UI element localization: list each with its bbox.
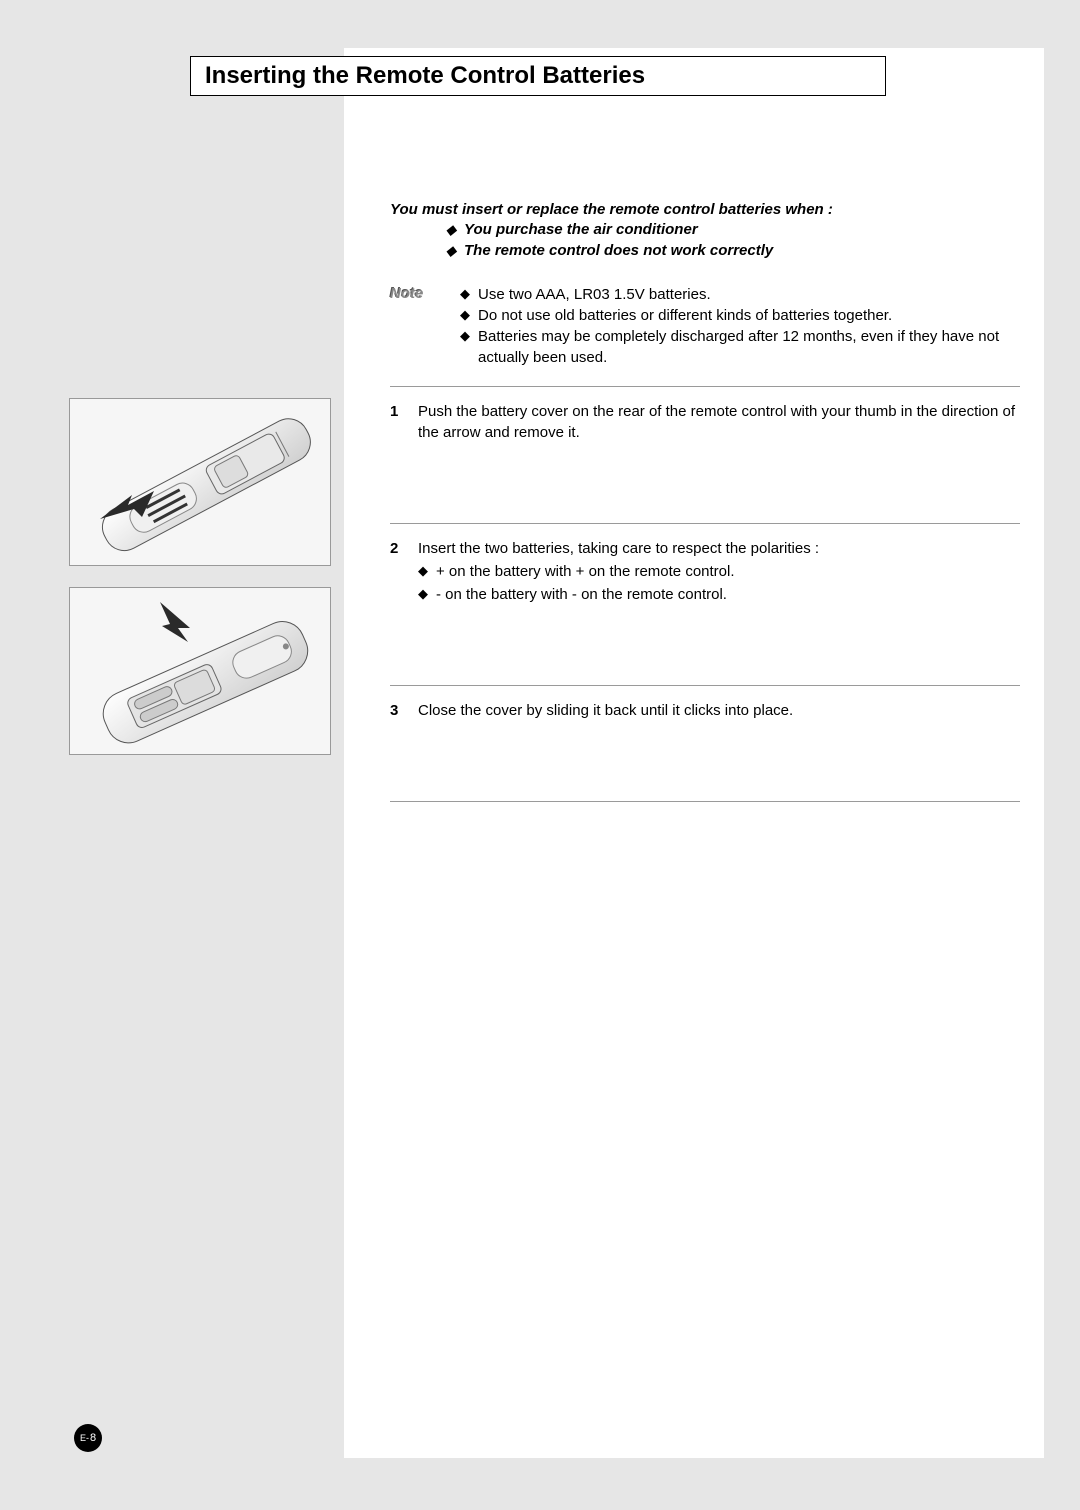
page-prefix: E- <box>80 1433 89 1443</box>
step-text: Close the cover by sliding it back until… <box>418 700 1020 721</box>
step-bullet: ◆ - on the battery with - on the remote … <box>418 584 1020 605</box>
title-bar: Inserting the Remote Control Batteries <box>190 56 886 96</box>
intro-bullet: ◆ You purchase the air conditioner <box>446 220 1020 241</box>
diamond-icon: ◆ <box>460 326 478 347</box>
intro-bullet: ◆ The remote control does not work corre… <box>446 241 1020 262</box>
step-3: 3 Close the cover by sliding it back unt… <box>390 686 1020 801</box>
diamond-icon: ◆ <box>418 561 436 582</box>
step-number: 1 <box>390 401 418 443</box>
step-number: 3 <box>390 700 418 721</box>
step-bullet-text: - on the battery with - on the remote co… <box>436 584 1020 605</box>
diamond-icon: ◆ <box>460 284 478 305</box>
intro-bullet-text: The remote control does not work correct… <box>464 241 1020 261</box>
diamond-icon: ◆ <box>446 220 464 241</box>
note-bullet-text: Use two AAA, LR03 1.5V batteries. <box>478 284 1020 305</box>
step-bullet-text: + on the battery with + on the remote co… <box>436 561 1020 582</box>
step-bullet: ◆ + on the battery with + on the remote … <box>418 561 1020 582</box>
steps: 1 Push the battery cover on the rear of … <box>390 386 1020 802</box>
content-area: You must insert or replace the remote co… <box>390 200 1020 802</box>
step-text: Insert the two batteries, taking care to… <box>418 538 1020 559</box>
step-text: Push the battery cover on the rear of th… <box>418 401 1020 443</box>
figure-remove-cover <box>69 398 331 566</box>
step-2: 2 Insert the two batteries, taking care … <box>390 524 1020 685</box>
remote-batteries-illustration <box>70 588 331 755</box>
diamond-icon: ◆ <box>418 584 436 605</box>
note-bullet: ◆ Do not use old batteries or different … <box>460 305 1020 326</box>
page-title: Inserting the Remote Control Batteries <box>205 62 645 90</box>
page-num: 8 <box>90 1432 96 1444</box>
intro-block: You must insert or replace the remote co… <box>390 200 1020 262</box>
note-bullet: ◆ Batteries may be completely discharged… <box>460 326 1020 368</box>
step-number: 2 <box>390 538 418 605</box>
note-bullet-text: Batteries may be completely discharged a… <box>478 326 1020 368</box>
diamond-icon: ◆ <box>446 241 464 262</box>
note-bullet: ◆ Use two AAA, LR03 1.5V batteries. <box>460 284 1020 305</box>
note-row: Note ◆ Use two AAA, LR03 1.5V batteries.… <box>390 284 1020 368</box>
intro-lead: You must insert or replace the remote co… <box>390 200 1020 220</box>
page-number-badge: E-8 <box>74 1424 102 1452</box>
intro-bullet-text: You purchase the air conditioner <box>464 220 1020 240</box>
remote-open-illustration <box>70 399 331 566</box>
step-1: 1 Push the battery cover on the rear of … <box>390 387 1020 523</box>
diamond-icon: ◆ <box>460 305 478 326</box>
figure-insert-batteries <box>69 587 331 755</box>
step-separator <box>390 801 1020 802</box>
note-bullets: ◆ Use two AAA, LR03 1.5V batteries. ◆ Do… <box>460 284 1020 368</box>
note-label: Note <box>390 284 450 368</box>
note-bullet-text: Do not use old batteries or different ki… <box>478 305 1020 326</box>
